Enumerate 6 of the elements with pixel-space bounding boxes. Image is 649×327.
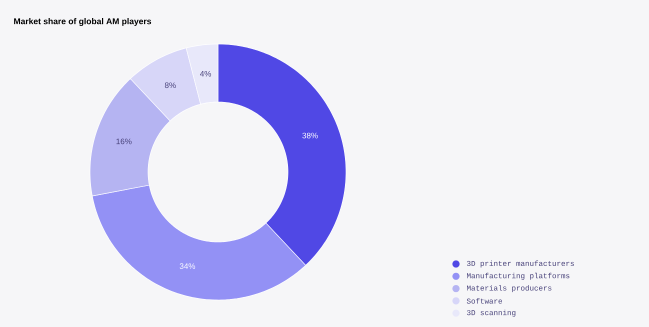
data-label: 16% <box>116 138 132 144</box>
data-label: 38% <box>302 132 318 138</box>
data-label: 8% <box>164 82 176 88</box>
data-label: 4% <box>200 70 212 77</box>
chart-title: Market share of global AM players <box>14 18 152 26</box>
data-label: 34% <box>180 263 196 269</box>
